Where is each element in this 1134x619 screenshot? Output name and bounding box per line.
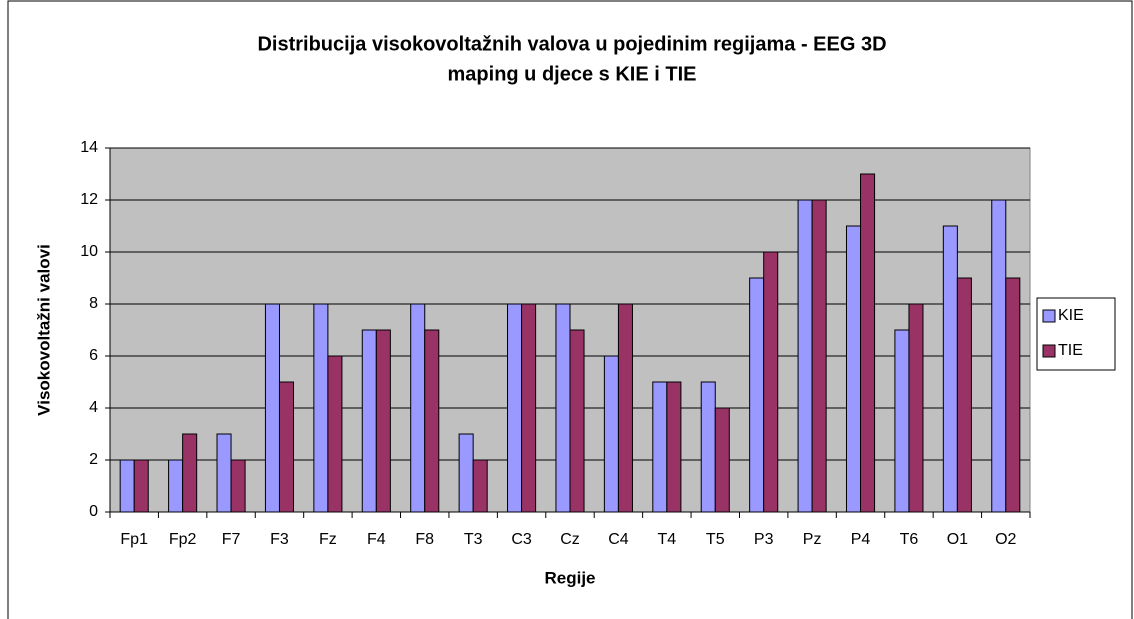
bar (410, 303, 426, 513)
y-tick-label: 0 (89, 503, 98, 520)
x-tick-label: T4 (658, 531, 677, 548)
y-tick-label: 12 (80, 191, 98, 208)
y-tick-label: 6 (89, 347, 98, 364)
x-tick-label: Pz (803, 531, 822, 548)
bar (894, 329, 910, 513)
legend-label: KIE (1058, 307, 1084, 324)
bar (617, 303, 633, 513)
bar (714, 407, 730, 513)
y-tick-label: 10 (80, 243, 98, 260)
x-tick-label: Fz (319, 531, 337, 548)
bar (278, 381, 295, 513)
legend-swatch (1042, 309, 1056, 323)
bar (216, 433, 232, 513)
bar (361, 329, 377, 513)
bar (603, 355, 619, 513)
bar (991, 199, 1007, 513)
legend-label: TIE (1058, 342, 1083, 359)
bar (811, 199, 827, 513)
legend-swatch (1042, 344, 1056, 358)
x-tick-label: Fp1 (120, 531, 148, 548)
bar (942, 225, 958, 513)
y-tick-label: 2 (89, 451, 98, 468)
bar (555, 303, 571, 513)
bar (230, 459, 246, 513)
x-tick-label: F4 (367, 531, 386, 548)
bar (182, 433, 198, 513)
bar (168, 459, 184, 513)
x-tick-label: Fp2 (169, 531, 197, 548)
bar (700, 381, 716, 513)
bar (375, 329, 391, 513)
bar (666, 381, 682, 513)
x-tick-label: T6 (900, 531, 919, 548)
bar (652, 381, 668, 513)
bar (797, 199, 813, 513)
x-tick-label: F8 (415, 531, 434, 548)
x-tick-label: T5 (706, 531, 725, 548)
bar (569, 329, 585, 513)
bar (763, 251, 779, 513)
x-tick-label: F7 (222, 531, 241, 548)
bar (860, 173, 876, 513)
x-tick-label: C3 (511, 531, 532, 548)
x-tick-label: C4 (608, 531, 629, 548)
x-tick-label: O2 (995, 531, 1016, 548)
chart-title: maping u djece s KIE i TIE (448, 63, 697, 85)
bar (313, 303, 329, 513)
bar (264, 303, 280, 513)
y-tick-label: 14 (80, 139, 98, 156)
x-tick-label: F3 (270, 531, 289, 548)
bar (749, 277, 765, 513)
bar (472, 459, 488, 513)
bar (956, 277, 972, 513)
x-tick-label: Cz (560, 531, 580, 548)
y-axis-title: Visokovoltažni valovi (34, 244, 53, 416)
bar (845, 225, 862, 513)
x-tick-label: T3 (464, 531, 483, 548)
y-tick-label: 4 (89, 399, 98, 416)
bar (1005, 277, 1021, 513)
bar (327, 355, 343, 513)
bar (908, 303, 924, 513)
bar (424, 329, 440, 513)
bar (133, 459, 149, 513)
bar (521, 303, 537, 513)
y-tick-label: 8 (89, 295, 98, 312)
x-tick-label: P4 (851, 531, 871, 548)
x-tick-label: P3 (754, 531, 774, 548)
bar (507, 303, 523, 513)
x-tick-label: O1 (947, 531, 968, 548)
x-axis-title: Regije (544, 568, 595, 587)
chart-title: Distribucija visokovoltažnih valova u po… (257, 33, 886, 55)
bar (119, 459, 135, 513)
bar (458, 433, 474, 513)
